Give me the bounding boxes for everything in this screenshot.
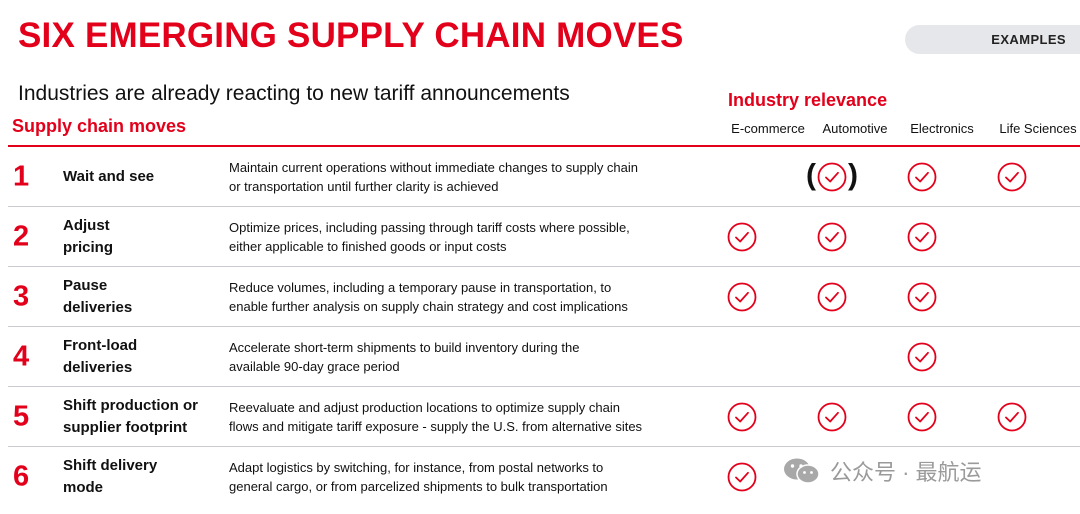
check-circle-icon-electronics (906, 341, 938, 373)
partial-open-paren: ( (806, 158, 816, 191)
column-header-ecommerce: E-commerce (731, 121, 805, 136)
column-header-electronics: Electronics (910, 121, 974, 136)
move-description: Adapt logistics by switching, for instan… (229, 458, 699, 496)
move-description-line: Maintain current operations without imme… (229, 159, 639, 175)
move-name-line: supplier footprint (63, 418, 188, 436)
page-subtitle: Industries are already reacting to new t… (18, 82, 570, 105)
move-name: Shift delivery mode (63, 455, 223, 499)
move-description: Maintain current operations without imme… (229, 158, 699, 196)
table-row: 5 Shift production or supplier footprint Re… (8, 387, 1080, 447)
table-row: 1 Wait and see Maintain current operations… (8, 147, 1080, 207)
check-circle-icon-electronics (906, 221, 938, 253)
wechat-icon (784, 458, 820, 484)
move-name: Wait and see (63, 166, 223, 188)
move-description: Reduce volumes, including a temporary pa… (229, 278, 699, 316)
check-circle-icon-automotive (816, 221, 848, 253)
move-name-line: deliveries (63, 298, 133, 316)
check-circle-icon-automotive (816, 401, 848, 433)
table-row: 3 Pause deliveries Reduce volumes, includin… (8, 267, 1080, 327)
move-description-line: flows and mitigate tariff exposure - sup… (229, 418, 643, 434)
check-circle-icon-electronics (906, 281, 938, 313)
check-circle-icon-automotive (816, 281, 848, 313)
table-row: 2 Adjust pricing Optimize prices, including… (8, 207, 1080, 267)
partial-close-paren: ) (848, 158, 858, 191)
move-description-line: either applicable to finished goods or i… (229, 238, 507, 254)
move-name-line: deliveries (63, 358, 133, 376)
move-name: Shift production or supplier footprint (63, 395, 223, 439)
move-number: 5 (13, 400, 30, 432)
examples-label: EXAMPLES (991, 32, 1066, 47)
table-row: 4 Front-load deliveries Accelerate short-te… (8, 327, 1080, 387)
move-description: Optimize prices, including passing throu… (229, 218, 699, 256)
move-description-line: Reevaluate and adjust production locatio… (229, 399, 620, 415)
move-number: 1 (13, 160, 30, 192)
move-number: 3 (13, 280, 30, 312)
watermark: 公众号 · 最航运 (782, 455, 982, 487)
page-title: SIX EMERGING SUPPLY CHAIN MOVES (18, 16, 684, 55)
move-description-line: or transportation until further clarity … (229, 178, 499, 194)
check-circle-icon-e-commerce (726, 401, 758, 433)
move-name-line: Shift production or (63, 396, 198, 414)
column-header-life-sciences: Life Sciences (999, 121, 1077, 136)
move-number: 2 (13, 220, 30, 252)
move-name-line: Front-load (63, 336, 138, 354)
examples-badge: EXAMPLES (905, 25, 1080, 54)
check-circle-icon-e-commerce (726, 461, 758, 493)
move-number: 6 (13, 460, 30, 493)
check-circle-icon-e-commerce (726, 281, 758, 313)
move-name-line: Pause (63, 276, 108, 294)
industry-relevance-heading: Industry relevance (728, 90, 888, 110)
move-description-line: Optimize prices, including passing throu… (229, 219, 630, 235)
header-divider (8, 145, 1080, 147)
move-name: Adjust pricing (63, 215, 223, 259)
move-description-line: general cargo, or from parcelized shipme… (229, 479, 608, 494)
move-description-line: enable further analysis on supply chain … (229, 298, 628, 314)
move-description-line: Accelerate short-term shipments to build… (229, 339, 580, 355)
move-name-line: Shift delivery (63, 457, 158, 474)
column-header-automotive: Automotive (822, 121, 888, 136)
table-row: 6 Shift delivery mode Adapt logistics by sw… (8, 447, 1080, 507)
move-description-line: Reduce volumes, including a temporary pa… (229, 279, 612, 295)
move-name-line: Adjust (63, 216, 110, 234)
check-circle-icon-life-sciences (996, 401, 1028, 433)
move-number: 4 (13, 340, 30, 372)
move-name-line: pricing (63, 238, 114, 256)
watermark-text: 公众号 · 最航运 (830, 460, 982, 485)
check-circle-icon-electronics (906, 401, 938, 433)
check-circle-icon-life-sciences (996, 161, 1028, 193)
move-description: Accelerate short-term shipments to build… (229, 338, 699, 376)
move-name-line: mode (63, 479, 104, 496)
move-description-line: Adapt logistics by switching, for instan… (229, 460, 604, 475)
move-description: Reevaluate and adjust production locatio… (229, 398, 699, 436)
move-name-line: Wait and see (63, 167, 155, 185)
move-description-line: available 90-day grace period (229, 358, 400, 374)
move-name: Front-load deliveries (63, 335, 223, 379)
check-circle-icon-electronics (906, 161, 938, 193)
check-circle-icon-e-commerce (726, 221, 758, 253)
supply-chain-moves-heading: Supply chain moves (12, 116, 187, 136)
move-name: Pause deliveries (63, 275, 223, 319)
partial-check-icon-automotive (816, 161, 848, 193)
